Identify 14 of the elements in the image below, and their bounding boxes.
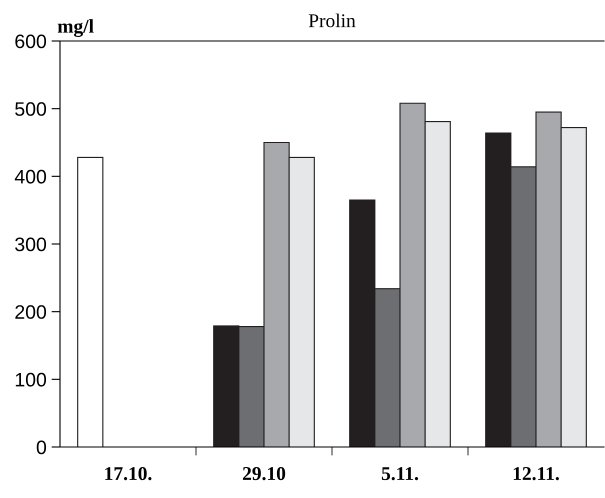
x-tick-label: 5.11. [382,467,418,480]
y-tick-label: 400 [14,170,46,184]
x-tick-label: 17.10. [105,467,152,480]
y-tick-label: 200 [15,305,46,319]
y-tick-label: 600 [15,34,46,48]
y-axis-title: mg/l [58,19,94,37]
chart-title: Prolin [308,14,356,28]
y-tick-label: 0 [36,440,46,454]
y-tick-label: 300 [15,237,46,252]
x-tick-label: 12.11. [514,467,559,480]
y-tick-label: 500 [15,102,46,116]
y-tick-label: 100 [16,372,46,387]
x-tick-label: 29.10 [242,467,286,480]
bar [77,156,104,447]
